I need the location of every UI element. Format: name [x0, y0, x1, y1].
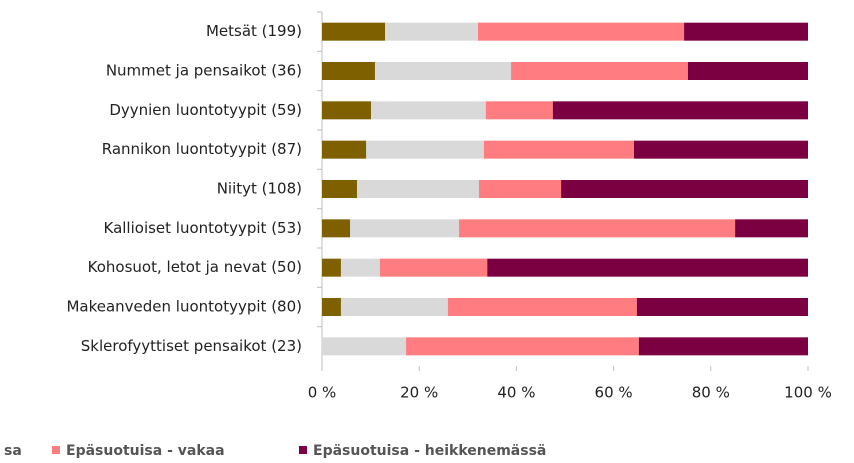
bar-segment [485, 101, 553, 120]
y-tick-label: Makeanveden luontotyypit (80) [66, 298, 302, 316]
bar-segment [684, 22, 808, 41]
bar-segment [483, 140, 635, 159]
bar-segment [322, 337, 407, 356]
bar-segment [634, 140, 808, 159]
y-tick-label: Niityt (108) [217, 180, 302, 198]
bar-segment [371, 101, 486, 120]
bar-segment [322, 62, 375, 80]
bar-segment [561, 180, 808, 198]
bar-segment [322, 140, 367, 159]
bar-segment [322, 219, 351, 238]
y-tick-label: Kohosuot, letot ja nevat (50) [88, 258, 302, 276]
legend-label: Epäsuotuisa - heikkenemässä [313, 443, 546, 459]
legend-marker [299, 446, 307, 454]
y-tick-label: Rannikon luontotyypit (87) [102, 140, 302, 158]
bar-segment [406, 337, 639, 356]
bar-segment [350, 219, 460, 238]
bar-segment [366, 140, 484, 159]
y-tick-label: Metsät (199) [206, 22, 302, 40]
bar-segment [552, 101, 808, 120]
legend-label: sa [4, 443, 22, 459]
bar-segment [447, 298, 637, 316]
bar-segment [511, 62, 688, 80]
bar-segment [379, 258, 488, 277]
y-tick-label: Sklerofyyttiset pensaikot (23) [81, 337, 302, 355]
x-tick-label: 60 % [595, 384, 633, 402]
bar-segment [340, 258, 380, 277]
bar-segment [340, 298, 448, 316]
bar-segment [459, 219, 736, 238]
y-tick-label: Kallioiset luontotyypit (53) [104, 219, 303, 237]
x-tick-label: 20 % [400, 384, 438, 402]
bar-segment [322, 180, 357, 198]
x-tick-label: 0 % [308, 384, 337, 402]
x-tick-label: 80 % [692, 384, 730, 402]
bar-segment [356, 180, 479, 198]
y-tick-label: Nummet ja pensaikot (36) [106, 62, 302, 80]
bar-segment [322, 101, 372, 120]
y-tick-label: Dyynien luontotyypit (59) [109, 101, 302, 119]
bar-segment [735, 219, 808, 238]
bar-segment [487, 258, 808, 277]
legend-marker [52, 446, 60, 454]
bar-segment [478, 22, 685, 41]
bar-segment [322, 258, 341, 277]
bar-segment [636, 298, 808, 316]
x-tick-label: 100 % [784, 384, 832, 402]
bar-segment [687, 62, 808, 80]
bar-segment [385, 22, 479, 41]
bar-segment [638, 337, 808, 356]
bar-segment [478, 180, 562, 198]
bar-segment [374, 62, 512, 80]
bar-segment [322, 298, 341, 316]
bar-segment [322, 22, 386, 41]
legend-label: Epäsuotuisa - vakaa [66, 443, 225, 459]
x-tick-label: 40 % [497, 384, 535, 402]
